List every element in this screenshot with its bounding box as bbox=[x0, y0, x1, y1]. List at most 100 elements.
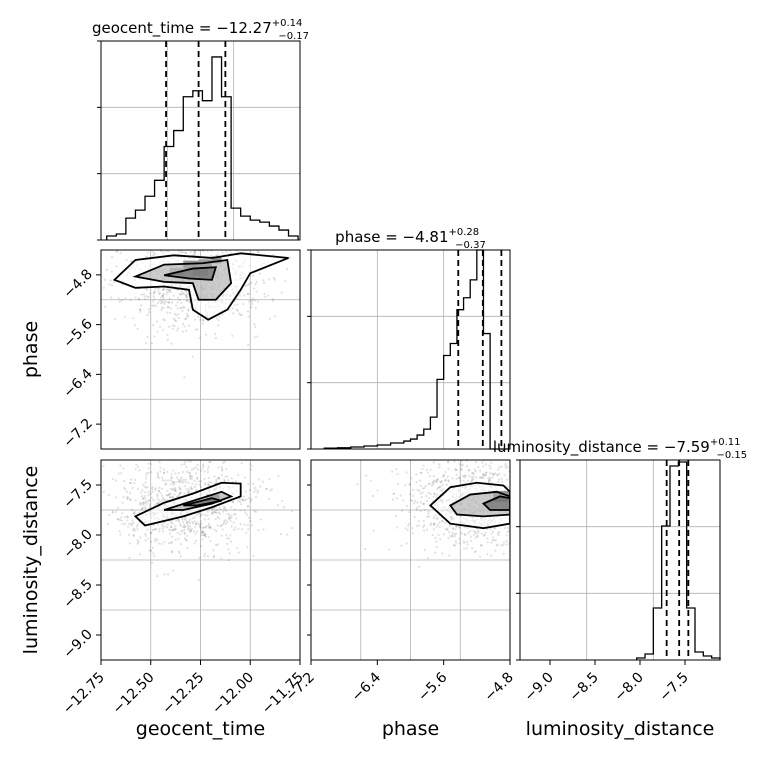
sample-point bbox=[131, 508, 134, 512]
sample-point bbox=[199, 514, 202, 517]
sample-point bbox=[161, 294, 165, 297]
sample-point bbox=[165, 288, 168, 291]
sample-point bbox=[497, 481, 500, 484]
sample-point bbox=[530, 520, 532, 522]
sample-point bbox=[419, 479, 422, 482]
sample-point bbox=[483, 534, 486, 537]
sample-point bbox=[147, 296, 150, 299]
sample-point bbox=[137, 450, 139, 452]
sample-point bbox=[224, 506, 227, 510]
sample-point bbox=[194, 232, 196, 234]
sample-point bbox=[447, 479, 450, 482]
sample-point bbox=[423, 486, 426, 490]
sample-point bbox=[145, 502, 148, 505]
sample-point bbox=[435, 525, 438, 528]
sample-point bbox=[404, 484, 407, 487]
sample-point bbox=[185, 290, 188, 293]
sample-point bbox=[458, 537, 461, 540]
sample-point bbox=[427, 482, 430, 485]
sample-point bbox=[462, 547, 466, 550]
sample-point bbox=[498, 465, 501, 469]
sample-point bbox=[466, 526, 469, 529]
sample-point bbox=[450, 435, 452, 437]
sample-point bbox=[435, 496, 438, 499]
sample-point bbox=[153, 288, 157, 291]
sample-point bbox=[158, 530, 161, 533]
sample-point bbox=[176, 307, 179, 310]
sample-point bbox=[156, 574, 159, 578]
sample-point bbox=[160, 487, 164, 490]
sample-point bbox=[186, 523, 189, 527]
sample-point bbox=[169, 483, 173, 486]
sample-point bbox=[148, 504, 152, 508]
sample-point bbox=[432, 523, 436, 526]
sample-point bbox=[538, 496, 540, 498]
sample-point bbox=[186, 534, 189, 537]
sample-point bbox=[183, 537, 186, 540]
sample-point bbox=[150, 561, 154, 564]
sample-point bbox=[194, 438, 196, 440]
sample-point bbox=[551, 521, 553, 523]
sample-point bbox=[484, 474, 487, 477]
sample-point bbox=[415, 508, 418, 511]
scatter-points bbox=[101, 438, 294, 582]
sample-point bbox=[192, 467, 195, 470]
sample-point bbox=[181, 481, 185, 484]
sample-point bbox=[200, 522, 203, 525]
sample-point bbox=[182, 478, 185, 482]
sample-point bbox=[123, 486, 126, 489]
sample-point bbox=[181, 251, 184, 254]
sample-point bbox=[138, 501, 141, 504]
sample-point bbox=[174, 527, 178, 530]
sample-point bbox=[204, 535, 208, 538]
sample-point bbox=[217, 319, 220, 322]
sample-point bbox=[579, 473, 581, 475]
sample-point bbox=[271, 297, 274, 300]
sample-point bbox=[553, 467, 555, 469]
sample-point bbox=[198, 522, 201, 526]
sample-point bbox=[165, 241, 167, 243]
sample-point bbox=[505, 540, 508, 543]
sample-point bbox=[181, 233, 183, 235]
sample-point bbox=[488, 472, 492, 475]
sample-point bbox=[179, 555, 182, 558]
sample-point bbox=[189, 475, 192, 478]
sample-point bbox=[426, 471, 429, 474]
sample-point bbox=[458, 526, 461, 529]
sample-point bbox=[149, 492, 152, 495]
sample-point bbox=[165, 250, 168, 253]
sample-point bbox=[522, 508, 524, 510]
sample-point bbox=[111, 510, 114, 513]
sample-point bbox=[185, 242, 187, 244]
sample-point bbox=[144, 507, 147, 510]
y-tick-label: −4.8 bbox=[60, 266, 95, 301]
sample-point bbox=[568, 469, 570, 471]
sample-point bbox=[494, 549, 497, 552]
sample-point bbox=[250, 498, 253, 501]
sample-point bbox=[199, 519, 202, 523]
sample-point bbox=[167, 493, 170, 496]
sample-point bbox=[439, 488, 442, 491]
sample-point bbox=[498, 472, 501, 475]
sample-point bbox=[182, 521, 185, 524]
sample-point bbox=[146, 486, 149, 489]
sample-point bbox=[185, 299, 188, 303]
sample-point bbox=[171, 488, 175, 491]
sample-point bbox=[469, 530, 472, 533]
sample-point bbox=[465, 547, 468, 550]
sample-point bbox=[129, 242, 131, 244]
sample-point bbox=[438, 521, 441, 524]
sample-point bbox=[211, 508, 214, 511]
sample-point bbox=[469, 443, 471, 445]
sample-point bbox=[221, 313, 224, 316]
sample-point bbox=[143, 501, 146, 505]
sample-point bbox=[513, 468, 515, 470]
sample-point bbox=[255, 280, 258, 283]
sample-point bbox=[430, 484, 434, 487]
sample-point bbox=[177, 520, 181, 524]
sample-point bbox=[139, 491, 142, 494]
sample-point bbox=[200, 469, 203, 472]
sample-point bbox=[129, 260, 133, 263]
sample-point bbox=[454, 468, 457, 471]
sample-point bbox=[257, 251, 260, 254]
